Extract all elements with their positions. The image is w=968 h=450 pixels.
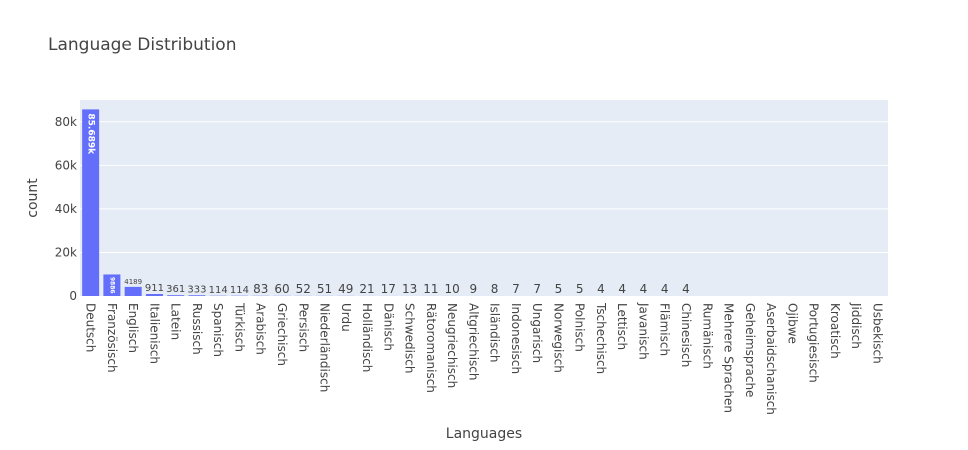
value-label: 4 (618, 282, 626, 296)
x-axis-title: Languages (446, 426, 522, 442)
x-tick-label: Tschechisch (594, 302, 608, 374)
value-label: 5 (576, 282, 584, 296)
x-tick-label: Kroatisch (828, 303, 842, 359)
x-tick-label: Schwedisch (403, 303, 417, 373)
x-axis-ticks: Deutsch Französisch Englisch Italienisch Lat… (84, 302, 885, 415)
x-tick-label: Französisch (105, 303, 119, 373)
value-label: 11 (423, 282, 438, 296)
y-tick-label: 20k (55, 245, 77, 259)
value-label: 51 (317, 282, 332, 296)
value-label: 114 (230, 285, 249, 296)
x-tick-label: Italienisch (147, 303, 161, 364)
y-tick-label: 0 (69, 289, 77, 303)
x-tick-label: Türkisch (232, 302, 246, 352)
bar (82, 109, 100, 296)
x-tick-label: Englisch (126, 303, 140, 353)
value-label: 7 (512, 282, 520, 296)
x-tick-label: Spanisch (211, 303, 225, 357)
x-tick-label: Polnisch (573, 303, 587, 352)
bar (188, 295, 206, 296)
value-label: 4 (682, 282, 690, 296)
value-label: 361 (166, 284, 185, 295)
y-tick-label: 80k (55, 115, 77, 129)
x-tick-label: Holländisch (360, 303, 374, 372)
value-label: 7 (533, 282, 541, 296)
x-tick-label: Urdu (339, 303, 353, 332)
x-tick-label: Isländisch (488, 303, 502, 363)
chart-title: Language Distribution (48, 35, 236, 55)
x-tick-label: Niederländisch (318, 303, 332, 392)
value-label: 5 (555, 282, 563, 296)
value-label: 4189 (124, 278, 142, 286)
gridlines (80, 121, 888, 253)
value-label: 9886 (108, 277, 115, 294)
value-label: 60 (274, 282, 289, 296)
x-tick-label: Javanisch (636, 302, 650, 360)
value-label: 4 (597, 282, 605, 296)
x-tick-label: Dänisch (381, 303, 395, 351)
x-tick-label: Neugriechisch (445, 303, 459, 388)
bar (167, 295, 185, 296)
value-label: 83 (253, 282, 268, 296)
value-label: 9 (470, 282, 478, 296)
bar (103, 274, 121, 296)
value-label: 17 (381, 282, 396, 296)
y-axis-ticks: 0 20k 40k 60k 80k (55, 115, 77, 303)
x-tick-label: Rumänisch (700, 303, 714, 369)
plot-area (80, 100, 888, 296)
value-label: 49 (338, 282, 353, 296)
x-tick-label: Geheimsprache (743, 303, 757, 397)
bars (82, 109, 695, 296)
value-label: 52 (296, 282, 311, 296)
x-tick-label: Norwegisch (551, 303, 565, 373)
bar (145, 294, 163, 296)
x-tick-label: Chinesisch (679, 303, 693, 367)
value-label: 333 (187, 284, 206, 295)
x-tick-label: Persisch (296, 303, 310, 352)
x-tick-label: Ungarisch (530, 303, 544, 363)
x-tick-label: Russisch (190, 303, 204, 355)
value-label: 85.689k (86, 113, 96, 155)
x-tick-label: Usbekisch (870, 303, 884, 364)
y-tick-label: 60k (55, 158, 77, 172)
y-axis-title: count (25, 178, 41, 218)
x-tick-label: Rätoromanisch (424, 303, 438, 393)
value-label: 114 (209, 285, 228, 296)
value-label: 4 (661, 282, 669, 296)
x-tick-label: Ojibwe (785, 303, 799, 344)
y-tick-label: 40k (55, 202, 77, 216)
value-label: 911 (145, 283, 164, 294)
x-tick-label: Griechisch (275, 303, 289, 366)
x-tick-label: Latein (169, 303, 183, 340)
value-label: 21 (359, 282, 374, 296)
value-label: 8 (491, 282, 499, 296)
x-tick-label: Deutsch (84, 303, 98, 352)
bar (124, 286, 142, 296)
x-tick-label: Flämisch (658, 303, 672, 356)
value-label: 4 (640, 282, 648, 296)
x-tick-label: Portugiesisch (807, 303, 821, 383)
x-tick-label: Lettisch (615, 303, 629, 350)
x-tick-label: Aserbaidschanisch (764, 303, 778, 415)
value-label: 13 (402, 282, 417, 296)
x-tick-label: Indonesisch (509, 303, 523, 374)
x-tick-label: Jiddisch (849, 302, 863, 349)
x-tick-label: Arabisch (254, 303, 268, 355)
x-tick-label: Mehrere Sprachen (722, 303, 736, 413)
value-label: 10 (444, 282, 459, 296)
x-tick-label: Altgriechisch (466, 303, 480, 381)
